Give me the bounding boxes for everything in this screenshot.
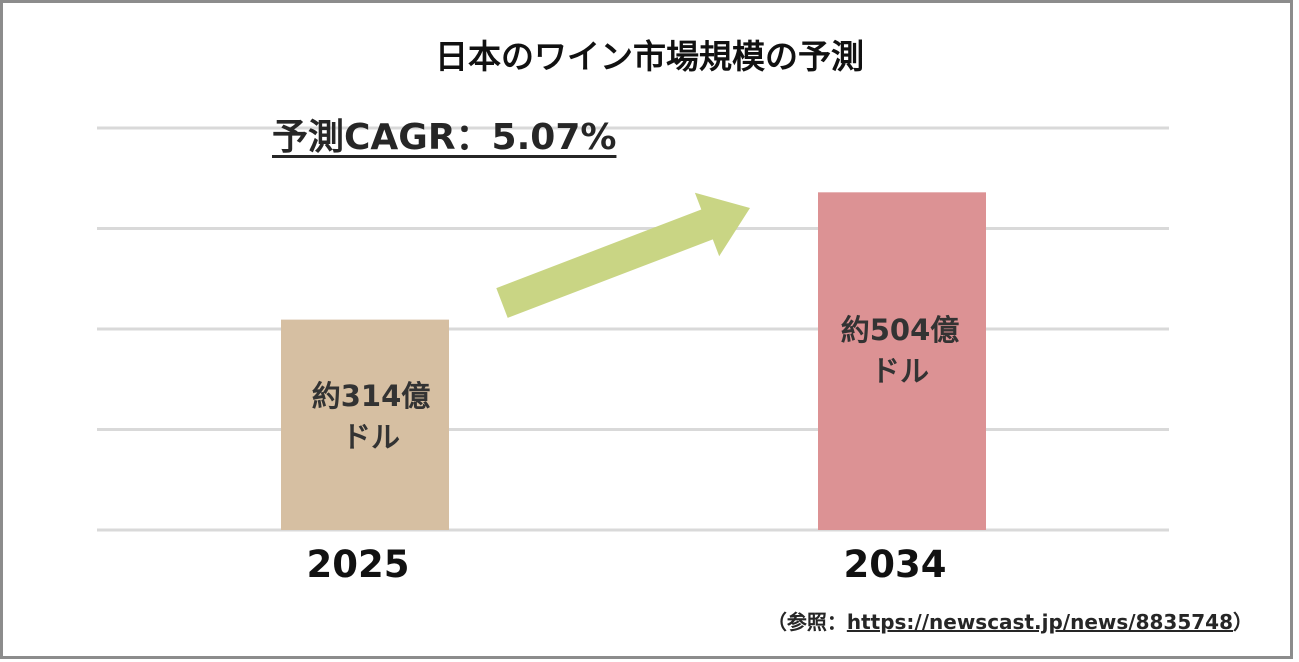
bar-2034 — [818, 192, 986, 530]
source-link[interactable]: https://newscast.jp/news/8835748 — [846, 610, 1233, 634]
bar-value-label-2034: ドル — [871, 354, 929, 388]
x-tick-2025: 2025 — [307, 543, 410, 586]
bar-value-label-2025: ドル — [342, 420, 400, 454]
source-note: （参照：https://newscast.jp/news/8835748） — [767, 606, 1253, 635]
source-prefix: （参照： — [766, 610, 847, 634]
cagr-annotation: 予測CAGR：5.07% — [272, 117, 617, 158]
growth-arrow — [496, 192, 750, 318]
arrow-shape — [496, 192, 750, 318]
bar-2025 — [281, 319, 449, 530]
source-suffix: ） — [1233, 610, 1253, 634]
chart-title: 日本のワイン市場規模の予測 — [435, 37, 864, 76]
bar-value-label-2034: 約504億 — [841, 313, 960, 347]
x-tick-labels: 2025 2034 — [307, 543, 947, 586]
bar-value-label-2025: 約314億 — [312, 379, 431, 413]
bars — [281, 192, 986, 530]
x-tick-2034: 2034 — [844, 543, 947, 586]
gridlines — [97, 126, 1169, 532]
